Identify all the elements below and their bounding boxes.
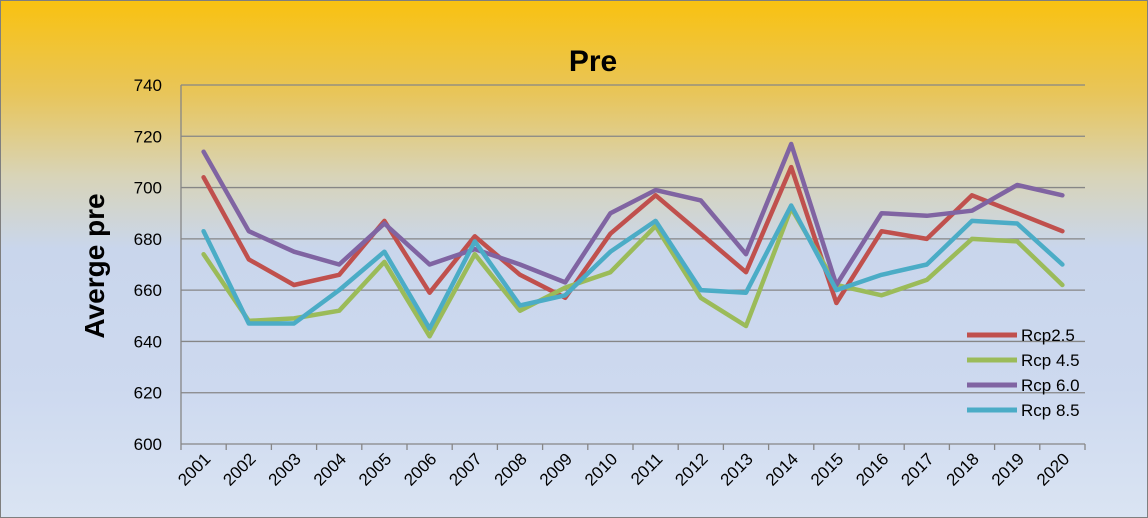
x-tick-label: 2003 <box>265 449 305 489</box>
y-tick-label: 600 <box>134 435 162 454</box>
x-tick-label: 2001 <box>174 449 214 489</box>
y-tick-label: 620 <box>134 384 162 403</box>
x-tick-label: 2013 <box>717 449 757 489</box>
x-tick-label: 2016 <box>852 449 892 489</box>
y-tick-label: 700 <box>134 179 162 198</box>
x-tick-label: 2009 <box>536 449 576 489</box>
series-line-2 <box>201 205 1065 339</box>
y-tick-label: 680 <box>134 230 162 249</box>
x-tick-label: 2010 <box>581 449 621 489</box>
x-tick-label: 2018 <box>943 449 983 489</box>
x-tick-label: 2014 <box>762 449 802 489</box>
x-tick-label: 2015 <box>807 449 847 489</box>
y-tick-label: 720 <box>134 127 162 146</box>
x-axis-ticks: 2001 2002 2003 2004 2005 2006 2007 2008 2009 2010… <box>174 449 1073 489</box>
x-tick-label: 2020 <box>1033 449 1073 489</box>
x-tick-label: 2005 <box>355 449 395 489</box>
series-line-1 <box>201 164 1065 306</box>
x-tick-label: 2008 <box>491 449 531 489</box>
x-tick-label: 2011 <box>627 449 666 488</box>
legend-label: Rcp 6.0 <box>1021 376 1080 395</box>
x-tick-label: 2002 <box>219 449 259 489</box>
y-tick-label: 640 <box>134 332 162 351</box>
y-tick-label: 660 <box>134 281 162 300</box>
series-lines <box>201 141 1065 339</box>
legend-label: Rcp 8.5 <box>1021 401 1080 420</box>
series-line-4 <box>201 203 1065 331</box>
y-axis-label: Averge pre <box>79 193 110 338</box>
x-tick-label: 2017 <box>897 449 937 489</box>
series-line-3 <box>201 141 1065 288</box>
x-tick-label: 2006 <box>400 449 440 489</box>
y-axis-ticks: 600 620 640 660 680 700 720 740 <box>134 76 162 454</box>
gridlines <box>180 84 1086 450</box>
x-tick-label: 2012 <box>671 449 711 489</box>
x-tick-label: 2004 <box>310 449 350 489</box>
x-tick-label: 2019 <box>988 449 1028 489</box>
y-tick-label: 740 <box>134 76 162 95</box>
legend-label: Rcp 4.5 <box>1021 351 1080 370</box>
legend: Rcp2.5 Rcp 4.5 Rcp 6.0 Rcp 8.5 <box>967 326 1080 420</box>
x-tick-label: 2007 <box>445 449 485 489</box>
legend-label: Rcp2.5 <box>1021 326 1075 345</box>
chart-title: Pre <box>569 45 617 78</box>
